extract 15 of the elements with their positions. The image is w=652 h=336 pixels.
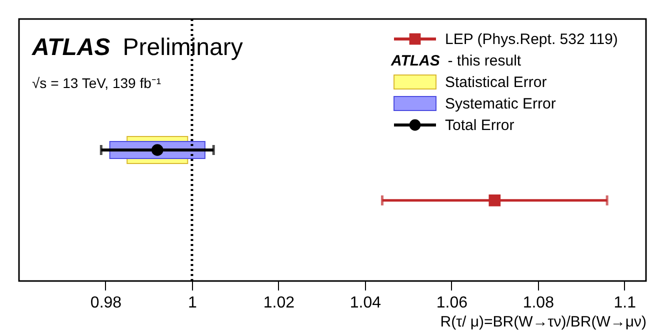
text: ATLAS Preliminary — [31, 34, 243, 61]
x-tick-label: 1.02 — [263, 294, 295, 312]
x-tick-label: 1 — [188, 294, 198, 312]
legend-label: LEP (Phys.Rept. 532 119) — [445, 31, 618, 48]
annotation: ATLAS - this result — [390, 52, 522, 70]
x-axis-title: R(τ/ μ)=BR(W→τν)/BR(W→μν) — [440, 314, 646, 330]
text: √s = 13 TeV, 139 fb⁻¹ — [32, 75, 162, 91]
legend-label: Total Error — [445, 117, 514, 134]
legend-label: Systematic Error — [445, 96, 556, 112]
x-tick-label: 1.04 — [350, 294, 382, 312]
x-tick-label: 0.98 — [90, 294, 122, 312]
x-tick-label: 1.06 — [436, 294, 468, 312]
legend-label: Statistical Error — [445, 74, 547, 91]
x-tick-label: 1.08 — [522, 294, 554, 312]
x-tick-label: 1.1 — [614, 294, 636, 312]
